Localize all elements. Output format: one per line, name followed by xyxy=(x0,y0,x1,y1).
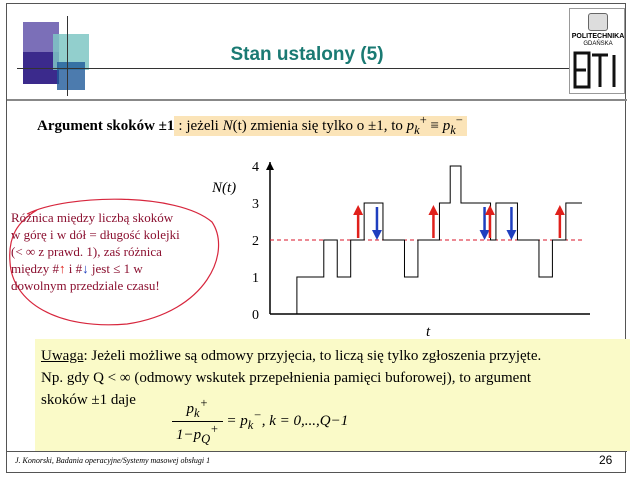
text: : Jeżeli możliwe są odmowy przyjęcia, to… xyxy=(83,348,542,364)
note-line: (< ∞ z prawd. 1), zaś różnica xyxy=(11,244,162,259)
page-title: Stan ustalony (5) xyxy=(230,44,384,65)
text: N xyxy=(222,118,233,134)
y-tick-label: 1 xyxy=(252,271,259,286)
text: p xyxy=(406,118,415,134)
jump-up-arrow xyxy=(484,205,495,238)
text: k xyxy=(450,123,456,137)
hand-drawn-ellipse xyxy=(9,198,220,326)
y-axis-label: N(t) xyxy=(212,180,236,196)
text: + xyxy=(199,396,209,410)
down-arrow-icon: ↓ xyxy=(82,261,89,276)
text: + xyxy=(419,113,427,127)
text: k xyxy=(414,123,420,137)
text: : jeżeli xyxy=(178,118,223,134)
argument-label: Argument skoków ±1 xyxy=(37,118,175,134)
text: p xyxy=(186,401,195,417)
text: − xyxy=(455,113,463,127)
y-axis-arrow-icon xyxy=(266,162,274,170)
text: Q xyxy=(201,432,211,446)
text: + xyxy=(210,422,219,436)
slide: Stan ustalony (5) POLITECHNIKA GDAŃSKA A… xyxy=(6,3,630,473)
jump-down-arrow xyxy=(371,207,382,240)
text: jest ≤ 1 w xyxy=(88,261,143,276)
jump-down-arrow xyxy=(506,207,517,240)
formula: pk+ 1−pQ+ = pk−, k = 0,...,Q−1 xyxy=(172,396,348,447)
footer-credit: J. Konorski, Badania operacyjne/Systemy … xyxy=(15,456,211,465)
text: = p xyxy=(222,412,248,429)
queue-length-chart: 0 1 2 3 4 N(t) t xyxy=(212,160,590,340)
seal-icon xyxy=(588,13,608,31)
note-line: między #↑ i #↓ jest ≤ 1 w xyxy=(11,260,211,277)
text: − xyxy=(253,407,262,422)
step-series-line xyxy=(270,165,582,315)
text: skoków ±1 daje xyxy=(41,392,136,408)
logo-line2: GDAŃSKA xyxy=(583,41,613,47)
text: p xyxy=(442,118,451,134)
jump-down-arrow xyxy=(479,207,490,240)
y-tick-label: 3 xyxy=(252,197,259,212)
page-number: 26 xyxy=(599,453,613,467)
text: zmienia się tylko o ±1, to xyxy=(246,118,407,134)
divider xyxy=(7,99,627,101)
y-tick-label: 2 xyxy=(252,234,259,249)
text: k xyxy=(247,417,254,432)
note-line: Różnica między liczbą skoków xyxy=(11,210,174,225)
fraction: pk+ 1−pQ+ xyxy=(172,396,223,447)
red-note: Różnica między liczbą skoków w górę i w … xyxy=(11,209,211,294)
text: p xyxy=(193,427,202,443)
text: między # xyxy=(11,261,60,276)
note-line: dowolnym przedziale czasu! xyxy=(11,278,160,293)
text: k xyxy=(194,406,200,420)
decor-line xyxy=(67,16,68,96)
y-tick-label: 0 xyxy=(252,308,259,323)
note-label: Uwaga xyxy=(41,348,84,364)
text: Np. gdy Q < ∞ (odmowy wskutek przepełnie… xyxy=(41,370,532,386)
university-logo: POLITECHNIKA GDAŃSKA xyxy=(569,8,625,94)
note-text: Uwaga: Jeżeli możliwe są odmowy przyjęci… xyxy=(41,345,621,411)
text: i # xyxy=(65,261,83,276)
y-tick-label: 4 xyxy=(252,160,259,175)
logo-line1: POLITECHNIKA xyxy=(571,33,625,40)
text: (t) xyxy=(232,118,247,134)
text: 1− xyxy=(176,427,194,443)
decor-line xyxy=(17,68,572,69)
argument-condition: : jeżeli N(t) zmienia się tylko o ±1, to… xyxy=(174,113,467,137)
x-axis-label: t xyxy=(426,324,431,340)
note-line: w górę i w dół = długość kolejki xyxy=(11,227,180,242)
decor-square xyxy=(57,62,85,90)
jump-up-arrow xyxy=(554,205,565,238)
up-arrow-icon: ↑ xyxy=(59,261,66,276)
text: ≡ xyxy=(426,118,443,134)
argument-statement: Argument skoków ±1: jeżeli N(t) zmienia … xyxy=(37,113,467,138)
note-box: Uwaga: Jeżeli możliwe są odmowy przyjęci… xyxy=(35,339,630,451)
divider xyxy=(7,451,627,452)
text: , k = 0,...,Q−1 xyxy=(261,412,349,429)
jump-up-arrow xyxy=(353,205,364,238)
jump-up-arrow xyxy=(428,205,439,238)
eti-logo-icon xyxy=(573,51,616,89)
